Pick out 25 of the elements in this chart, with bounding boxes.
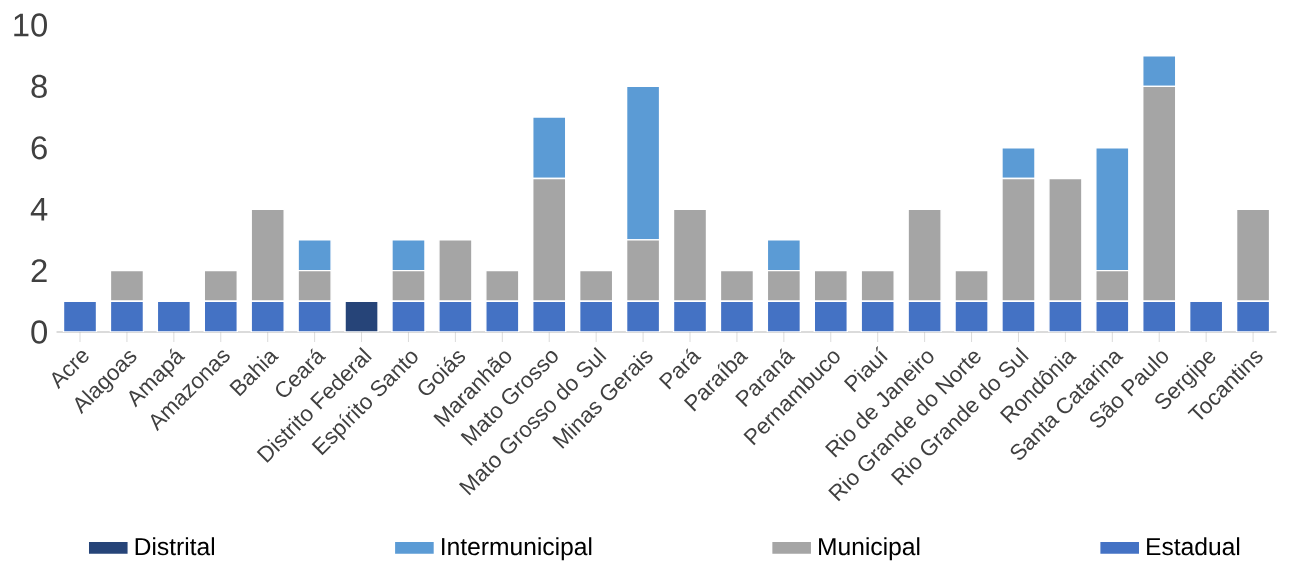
bar — [1235, 300, 1271, 332]
bar — [156, 300, 192, 332]
y-tick-label: 2 — [31, 259, 47, 283]
y-tick-label: 4 — [30, 197, 48, 221]
y-tick-label: 6 — [31, 136, 47, 160]
bar — [625, 300, 661, 332]
legend-label: Intermunicipal — [442, 537, 592, 561]
bar — [250, 300, 285, 332]
bar — [578, 300, 614, 332]
bar — [1142, 300, 1177, 332]
bar — [62, 300, 98, 332]
bar — [719, 300, 755, 332]
bar — [1188, 300, 1224, 332]
legend-label: Estadual — [1147, 537, 1240, 556]
bar — [766, 300, 802, 332]
bar — [672, 300, 708, 332]
legend-label: Distrital — [135, 537, 215, 556]
y-tick-label: 8 — [31, 74, 47, 99]
bar — [813, 300, 848, 332]
y-tick-label: 10 — [14, 13, 47, 37]
bar — [532, 300, 567, 332]
y-tick-label: 0 — [31, 320, 47, 344]
bar — [203, 300, 238, 332]
legend-label: Municipal — [819, 537, 920, 561]
bar — [109, 300, 145, 332]
